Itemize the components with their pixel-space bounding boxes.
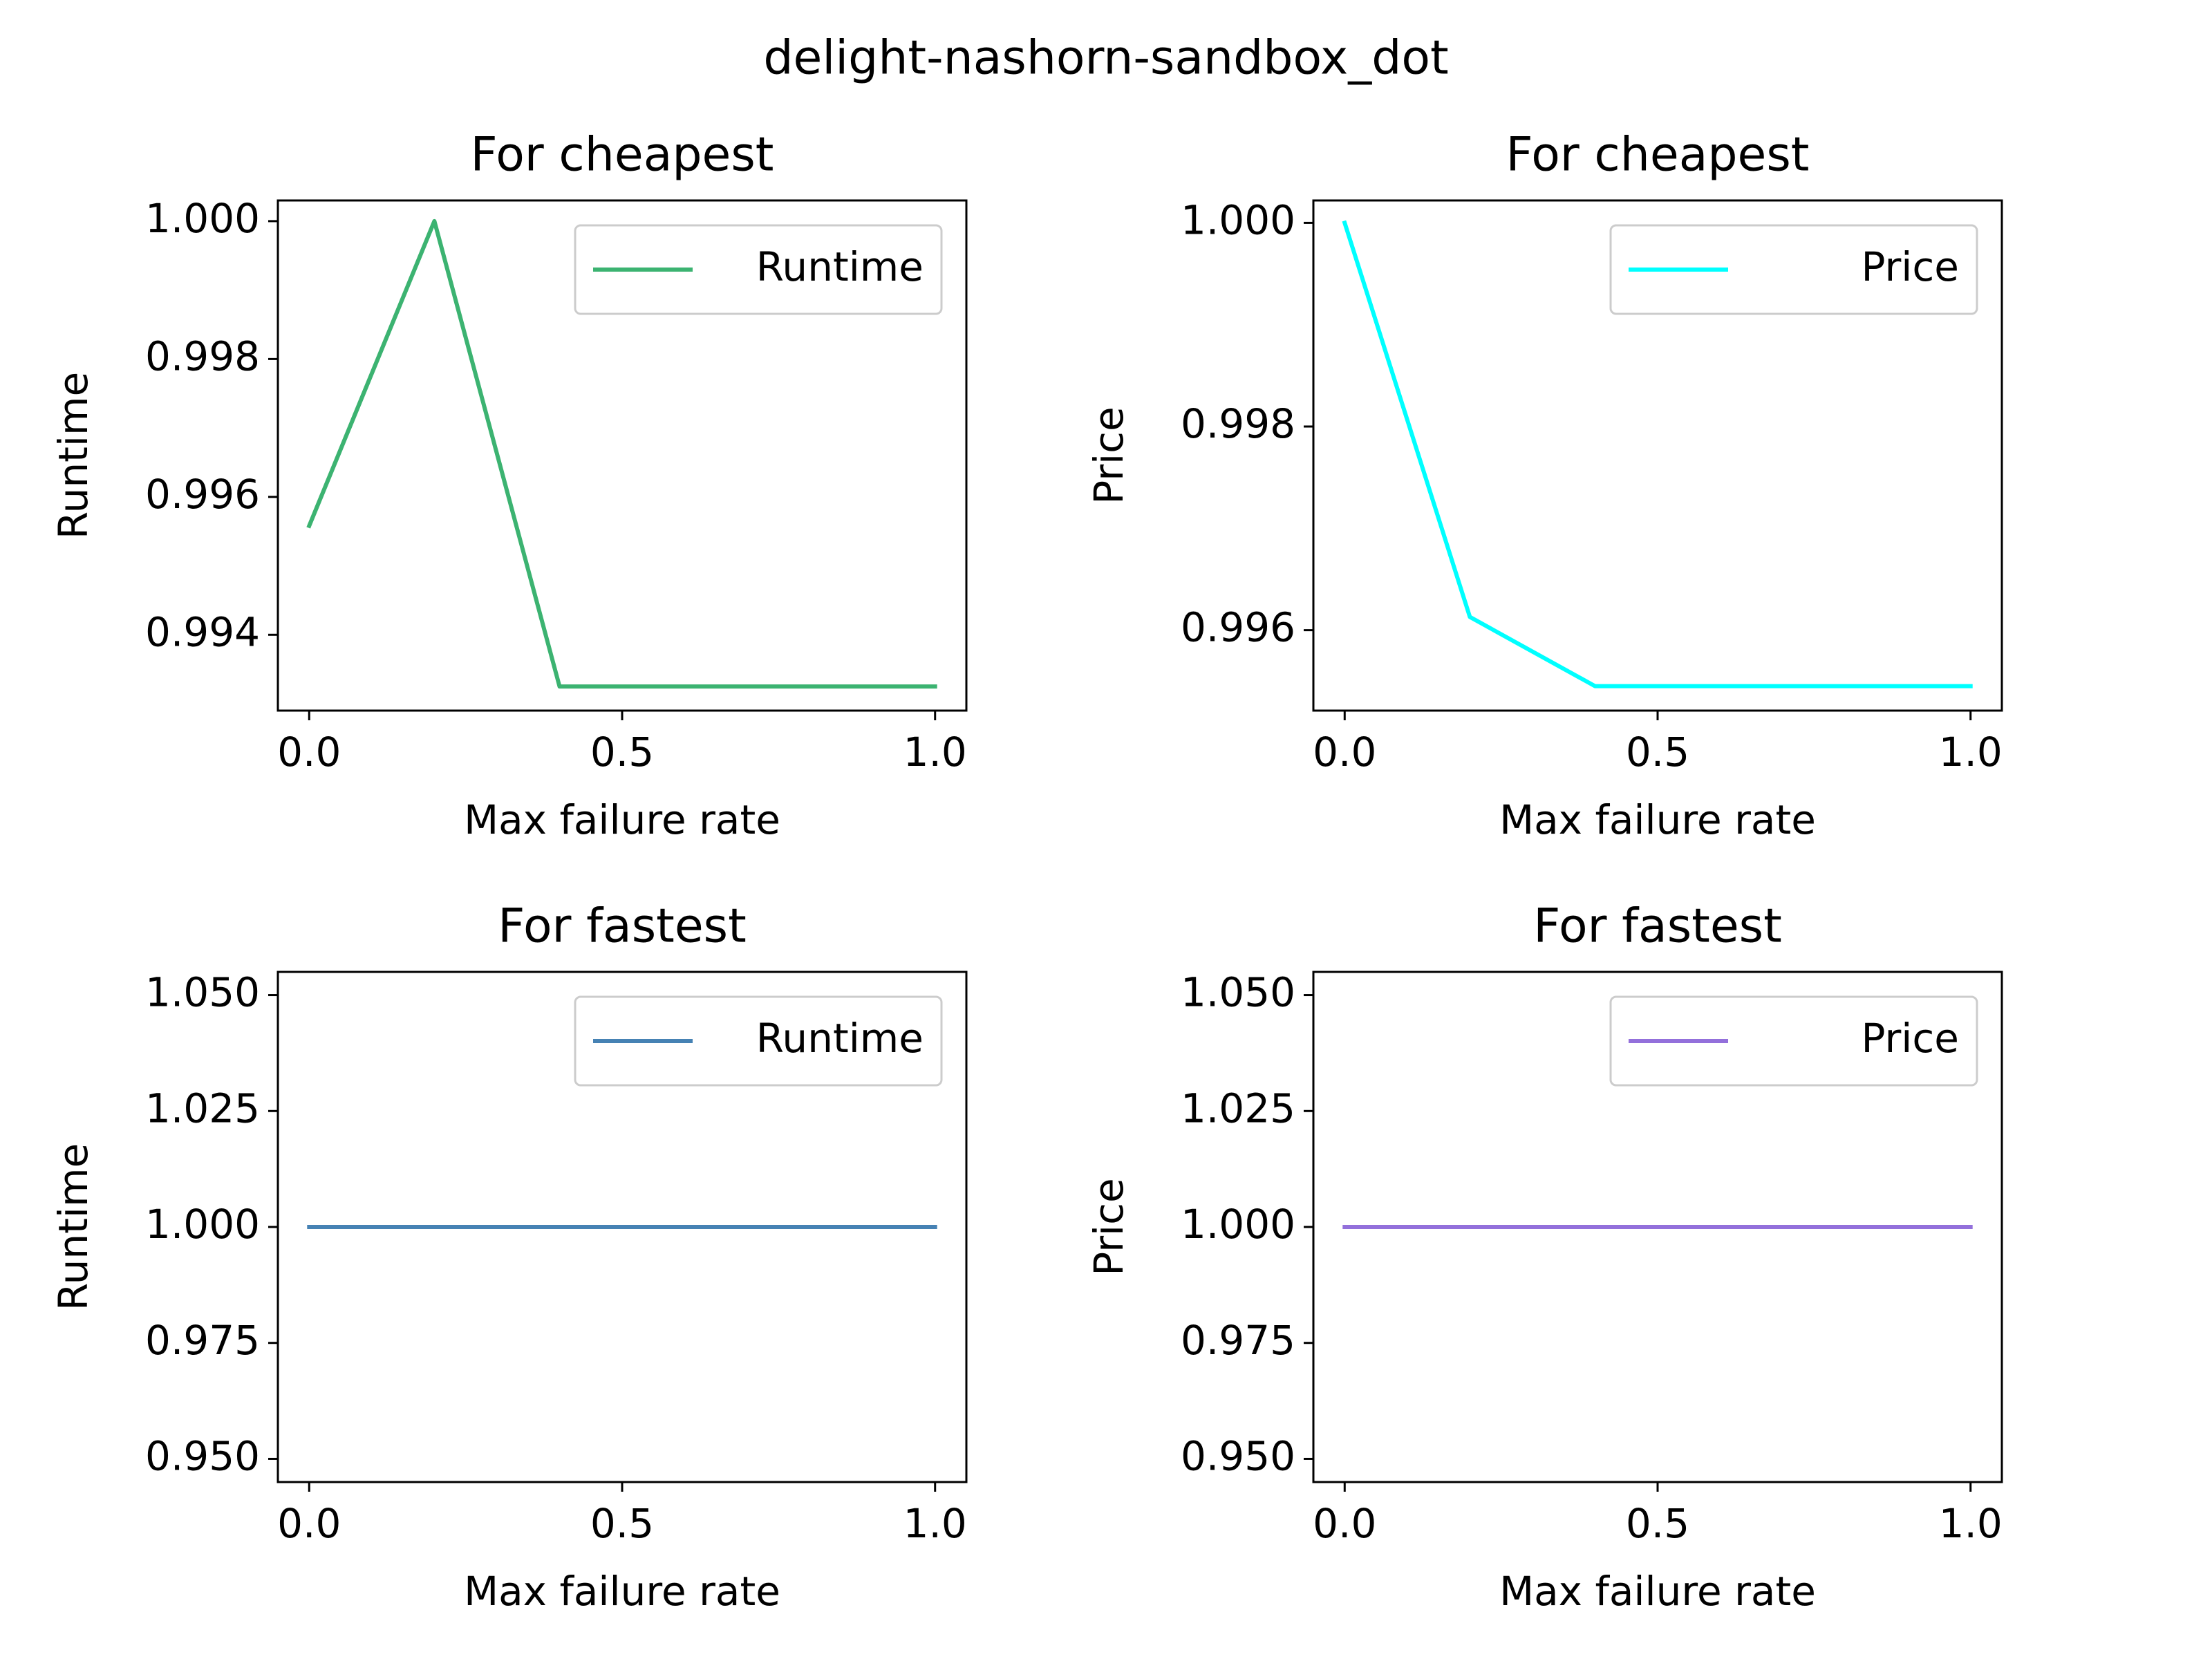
x-axis-label: Max failure rate bbox=[1499, 796, 1816, 843]
y-axis-label: Price bbox=[1085, 406, 1132, 505]
y-tick-label: 1.000 bbox=[145, 1201, 260, 1248]
legend-label: Price bbox=[1862, 243, 1960, 290]
x-tick-label: 1.0 bbox=[903, 729, 967, 776]
legend-label: Runtime bbox=[756, 243, 924, 290]
y-tick-label: 1.025 bbox=[145, 1085, 260, 1132]
x-axis-label: Max failure rate bbox=[1499, 1568, 1816, 1615]
series-line-price bbox=[1342, 220, 1973, 688]
y-tick-label: 0.998 bbox=[1181, 400, 1295, 447]
y-tick-label: 1.000 bbox=[145, 195, 260, 242]
y-tick-label: 0.975 bbox=[145, 1317, 260, 1364]
subplot-title: For fastest bbox=[498, 899, 747, 954]
x-tick-label: 0.5 bbox=[590, 1500, 654, 1547]
subplot-2: For cheapest 0.0 0.5 1.0 0.996 0.998 1.000 Max … bbox=[1085, 128, 2003, 843]
y-tick-label: 0.950 bbox=[145, 1433, 260, 1480]
legend: Runtime bbox=[574, 995, 943, 1087]
x-tick-label: 0.5 bbox=[1626, 729, 1689, 776]
y-tick-label: 0.994 bbox=[145, 608, 260, 655]
x-tick-label: 0.0 bbox=[1313, 1500, 1376, 1547]
subplot-4: For fastest 0.0 0.5 1.0 0.950 0.975 1.000 1.025… bbox=[1085, 899, 2003, 1615]
y-tick-label: 1.025 bbox=[1181, 1085, 1295, 1132]
y-axis-label: Price bbox=[1085, 1178, 1132, 1276]
y-tick-label: 0.950 bbox=[1181, 1433, 1295, 1480]
legend-label: Runtime bbox=[756, 1015, 924, 1062]
y-tick-label: 1.000 bbox=[1181, 1201, 1295, 1248]
x-axis-label: Max failure rate bbox=[464, 796, 780, 843]
legend-box bbox=[574, 995, 943, 1087]
y-axis-label: Runtime bbox=[50, 1143, 97, 1311]
y-tick-label: 0.975 bbox=[1181, 1317, 1295, 1364]
legend-box bbox=[574, 224, 943, 315]
x-tick-label: 0.5 bbox=[1626, 1500, 1689, 1547]
y-axis-label: Runtime bbox=[50, 372, 97, 539]
y-tick-label: 0.996 bbox=[145, 471, 260, 518]
legend-label: Price bbox=[1862, 1015, 1960, 1062]
y-tick-label: 0.996 bbox=[1181, 604, 1295, 651]
series-line-runtime bbox=[306, 218, 937, 689]
legend: Price bbox=[1609, 995, 1978, 1087]
y-tick-label: 1.050 bbox=[1181, 969, 1295, 1016]
x-axis-label: Max failure rate bbox=[464, 1568, 780, 1615]
subplot-1: For cheapest 0.0 0.5 1.0 0.994 0.996 0.998 1.00… bbox=[50, 128, 968, 843]
x-tick-label: 1.0 bbox=[1939, 729, 2003, 776]
legend-box bbox=[1609, 995, 1978, 1087]
subplot-title: For fastest bbox=[1533, 899, 1782, 954]
legend-box bbox=[1609, 224, 1978, 315]
subplot-title: For cheapest bbox=[1506, 128, 1810, 182]
legend: Price bbox=[1609, 224, 1978, 315]
y-tick-label: 0.998 bbox=[145, 332, 260, 379]
legend: Runtime bbox=[574, 224, 943, 315]
figure-suptitle: delight-nashorn-sandbox_dot bbox=[763, 31, 1448, 86]
y-tick-label: 1.050 bbox=[145, 969, 260, 1016]
subplot-3: For fastest 0.0 0.5 1.0 0.950 0.975 1.000 1.025… bbox=[50, 899, 968, 1615]
x-tick-label: 0.0 bbox=[1313, 729, 1376, 776]
x-tick-label: 0.5 bbox=[590, 729, 654, 776]
subplot-title: For cheapest bbox=[471, 128, 774, 182]
y-tick-label: 1.000 bbox=[1181, 197, 1295, 244]
x-tick-label: 1.0 bbox=[1939, 1500, 2003, 1547]
x-tick-label: 0.0 bbox=[277, 729, 341, 776]
x-tick-label: 0.0 bbox=[277, 1500, 341, 1547]
x-tick-label: 1.0 bbox=[903, 1500, 967, 1547]
